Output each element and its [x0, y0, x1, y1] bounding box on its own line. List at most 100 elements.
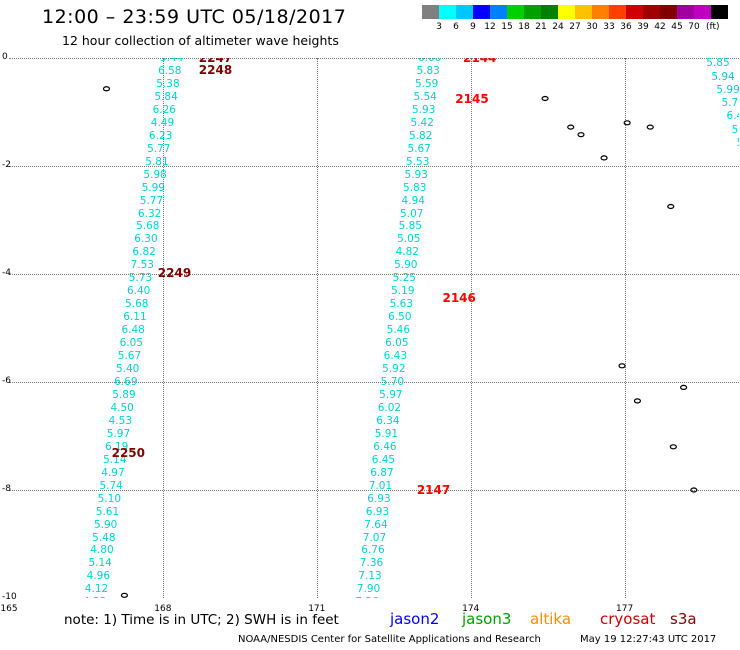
- swh-value: 7.36: [359, 557, 384, 570]
- swh-value: 5.97: [379, 388, 403, 401]
- legend-swatch: [677, 5, 694, 19]
- legend-label: 3: [436, 22, 442, 32]
- swh-value: 6.40: [126, 285, 151, 298]
- island-outline: [690, 487, 698, 493]
- island-outline: [669, 444, 677, 450]
- swh-value: 6.48: [121, 324, 145, 337]
- swh-value: 5.74: [99, 479, 123, 492]
- swh-value: 5.54: [413, 90, 437, 103]
- swh-value: 5.82: [409, 129, 433, 142]
- swh-value: 6.19: [104, 440, 129, 453]
- swh-value: 7.01: [368, 479, 393, 492]
- swh-value: 5.70: [380, 376, 405, 388]
- legend-swatch: [711, 5, 728, 19]
- island-outline: [633, 398, 642, 404]
- swh-value: 6.69: [114, 376, 138, 388]
- satellite-legend-jason2: jason2: [390, 610, 440, 628]
- swh-value: 5.19: [391, 285, 415, 298]
- swh-value: 5.14: [88, 557, 112, 570]
- island-outline: [679, 384, 688, 390]
- swh-value: 5.38: [156, 77, 180, 90]
- swh-value: 5.61: [95, 505, 120, 518]
- island-outline: [623, 120, 631, 126]
- pass-time-label: 2247: [198, 58, 233, 65]
- swh-value: 5.68: [125, 298, 149, 311]
- swh-value: 5.81: [145, 155, 169, 168]
- pass-time-label: 2249: [157, 265, 192, 280]
- swh-value: 5.14: [103, 453, 127, 466]
- y-tick-label: -8: [2, 484, 11, 494]
- swh-value: 4.80: [90, 544, 114, 557]
- swh-value: 6.50: [388, 311, 412, 324]
- swh-value: 6.43: [383, 350, 408, 363]
- gridline-latitude: [9, 274, 739, 275]
- swh-value: 5.73: [128, 272, 153, 285]
- legend-swatch: [490, 5, 507, 19]
- swh-value: 5.44: [159, 58, 184, 64]
- swh-value: 7.90: [356, 583, 381, 596]
- swh-value: 5.67: [407, 142, 431, 155]
- legend-swatch: [439, 5, 456, 19]
- island-outline: [577, 132, 585, 138]
- swh-value: 5.85: [706, 58, 730, 70]
- legend-swatch: [592, 5, 609, 19]
- swh-value: 6.87: [370, 466, 394, 479]
- swh-value: 4.50: [110, 401, 134, 414]
- credit-text: NOAA/NESDIS Center for Satellite Applica…: [238, 634, 541, 645]
- pass-time-label: 2248: [198, 62, 233, 77]
- swh-value: 5.05: [397, 233, 421, 246]
- swh-value: 5.67: [117, 350, 142, 363]
- island-outline: [600, 155, 608, 161]
- satellite-legend-altika: altika: [530, 610, 572, 628]
- swh-value: 6.58: [158, 64, 182, 77]
- legend-label: 15: [501, 22, 513, 32]
- swh-value: 5.46: [386, 324, 411, 337]
- swh-value: 5.78: [721, 97, 739, 110]
- swh-value: 6.45: [371, 453, 396, 466]
- legend-label: 12: [484, 22, 496, 32]
- x-tick-label: 168: [154, 604, 172, 614]
- satellite-legend-cryosat: cryosat: [600, 610, 656, 628]
- page-title: 12:00 – 23:59 UTC 05/18/2017: [42, 6, 347, 28]
- swh-value: 6.30: [134, 233, 158, 246]
- satellite-legend-jason3: jason3: [462, 610, 512, 628]
- legend-swatch: [694, 5, 711, 19]
- legend-swatch: [575, 5, 592, 19]
- swh-value: 4.96: [86, 570, 111, 583]
- swh-value: 5.79: [731, 123, 739, 136]
- swh-value: 5.25: [392, 272, 416, 285]
- swh-value: 5.91: [374, 427, 399, 440]
- swh-value: 4.82: [395, 246, 419, 259]
- y-tick-label: -2: [2, 160, 11, 170]
- island-layer: [102, 86, 698, 598]
- swh-value: 5.90: [394, 259, 418, 272]
- swh-value: 5.90: [93, 518, 118, 531]
- swh-value: 5.93: [411, 103, 436, 116]
- swh-value: 4.49: [150, 116, 175, 129]
- legend-swatch: [626, 5, 643, 19]
- legend-swatch: [558, 5, 575, 19]
- pass-time-label: 2145: [455, 91, 489, 106]
- x-tick-label: 165: [0, 604, 18, 614]
- x-tick-label: 177: [616, 604, 634, 614]
- legend-swatch: [660, 5, 677, 19]
- legend-swatch: [524, 5, 541, 19]
- island-outline: [541, 95, 549, 102]
- swh-value: 6.06: [417, 58, 442, 64]
- swh-value: 5.63: [389, 298, 414, 311]
- map-plot-area: 5.44 6.58 5.38 5.84 6.26 4.49 6.23 5.77 5.81 5.98…: [9, 58, 739, 598]
- gridline-latitude: [9, 166, 739, 167]
- legend-label: 45: [671, 22, 683, 32]
- page-subtitle: 12 hour collection of altimeter wave hei…: [62, 33, 339, 48]
- swh-value: 7.13: [358, 570, 382, 583]
- swh-value: 6.11: [123, 311, 147, 324]
- swh-value: 4.94: [401, 194, 425, 207]
- swh-value: 5.97: [106, 427, 131, 440]
- island-outline: [567, 124, 575, 130]
- swh-value: 6.32: [137, 207, 162, 220]
- legend-swatch: [643, 5, 660, 19]
- swh-value: 5.89: [112, 388, 136, 401]
- swh-value: 5.85: [398, 220, 422, 233]
- swh-value: 6.76: [361, 544, 385, 557]
- swh-value: 6.43: [726, 110, 739, 123]
